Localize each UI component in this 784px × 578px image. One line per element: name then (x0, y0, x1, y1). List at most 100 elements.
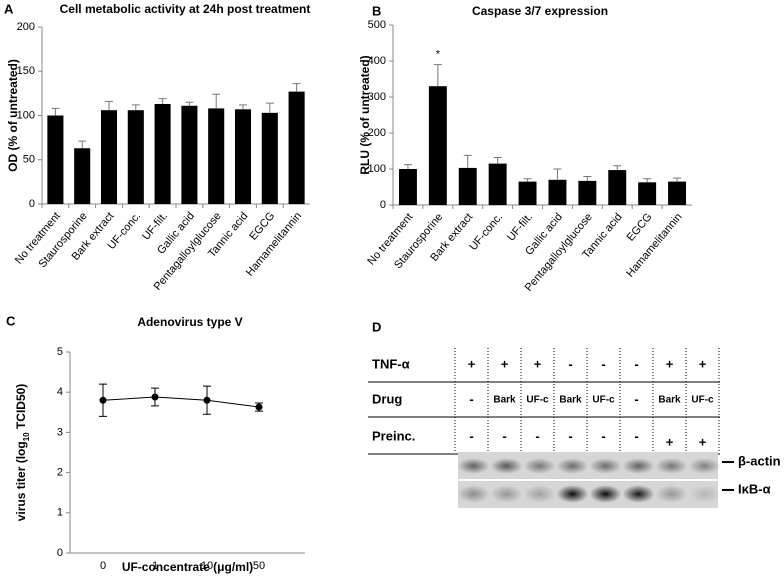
cell: + (666, 356, 674, 371)
chart-title: Caspase 3/7 expression (472, 4, 608, 18)
bar (668, 181, 687, 205)
error-bar (673, 177, 682, 182)
y-tick-label: 150 (17, 65, 35, 77)
blot-band (523, 458, 556, 474)
error-bar (292, 83, 301, 92)
panel-label: B (372, 3, 381, 18)
y-tick-label: 0 (380, 199, 386, 211)
bar (100, 110, 118, 204)
error-bar (493, 156, 502, 164)
y-tick-label: 2 (57, 467, 63, 479)
bar (154, 103, 171, 204)
blot-band (457, 485, 490, 503)
cell: Bark (559, 395, 582, 406)
cell: + (501, 356, 509, 371)
cell: - (568, 428, 572, 443)
band-label: β-actin (738, 453, 781, 468)
bar (261, 112, 278, 204)
panel-label: C (6, 313, 16, 328)
y-tick-label: 300 (368, 91, 386, 103)
blot-band (556, 485, 589, 503)
error-bar (583, 176, 592, 181)
cell: + (699, 434, 707, 449)
blot-band (622, 485, 655, 503)
bar (208, 108, 225, 204)
error-bar (212, 93, 221, 109)
bar (488, 163, 507, 205)
error-bar (523, 178, 532, 182)
y-tick-label: 4 (57, 386, 63, 398)
y-tick-label: 1 (57, 507, 63, 519)
cell: - (535, 428, 539, 443)
annotation: * (436, 49, 441, 61)
x-tick-label: Hamamelitannin (624, 211, 684, 280)
bar (181, 105, 198, 204)
y-axis-label: virus titer (log10 TCID50) (14, 384, 30, 522)
cell: UF-c (691, 395, 714, 406)
cell: - (469, 428, 473, 443)
chart-title: Cell metabolic activity at 24h post trea… (60, 2, 311, 16)
error-bar (553, 168, 562, 180)
bar (458, 167, 477, 205)
error-bar (433, 64, 442, 87)
y-axis-label: RLU (% of untreated) (358, 55, 372, 174)
blot-band (622, 458, 655, 474)
cell: - (634, 356, 638, 371)
x-tick-label: 50 (253, 560, 265, 572)
cell: - (634, 428, 638, 443)
panel-label: A (4, 1, 14, 16)
blot-band (490, 458, 523, 474)
y-tick-label: 200 (368, 127, 386, 139)
x-tick-label: EGCG (625, 211, 655, 244)
row-label: Drug (372, 391, 402, 406)
cell: - (469, 391, 473, 406)
chart-title: Adenovirus type V (137, 315, 242, 329)
cell: - (634, 391, 638, 406)
cell: - (568, 356, 572, 371)
y-tick-label: 0 (29, 198, 35, 210)
cell: UF-c (592, 395, 615, 406)
bar (398, 169, 417, 205)
x-tick-label: 10 (201, 560, 213, 572)
blot-band (655, 485, 688, 503)
cell: + (534, 356, 542, 371)
line (102, 396, 260, 408)
y-tick-label: 500 (368, 19, 386, 31)
cell: + (666, 434, 674, 449)
error-bar (643, 178, 652, 183)
blot-band (688, 485, 721, 503)
blot-band (457, 458, 490, 474)
bar (127, 110, 144, 204)
blot-band (490, 485, 523, 503)
bar (428, 86, 447, 205)
y-tick-label: 3 (57, 426, 63, 438)
error-bar (185, 101, 194, 106)
x-axis-label: UF-concentrate (μg/ml) (122, 560, 253, 574)
cell: - (601, 428, 605, 443)
error-bar (78, 140, 87, 149)
blot-band (589, 485, 622, 503)
blot-band (655, 458, 688, 474)
y-tick-label: 0 (57, 547, 63, 559)
bar (74, 148, 91, 204)
cell: - (601, 356, 605, 371)
marker (99, 396, 107, 404)
y-tick-label: 5 (57, 346, 63, 358)
cell: - (502, 428, 506, 443)
error-bar (265, 102, 274, 113)
error-bar (239, 104, 247, 110)
y-axis-label-part: TCID50) (14, 384, 28, 433)
cell: + (468, 356, 476, 371)
bar (518, 181, 537, 205)
bar (578, 180, 597, 205)
y-axis-label-part: virus titer (log (14, 441, 28, 521)
y-axis-label: OD (% of untreated) (6, 59, 20, 172)
bar (608, 170, 627, 205)
row-label: Preinc. (372, 428, 415, 443)
y-axis-label-part: 10 (22, 432, 31, 441)
x-tick-label: UF-filt. (505, 211, 535, 244)
y-tick-label: 200 (17, 21, 35, 33)
marker (255, 403, 263, 411)
panel-label: D (372, 319, 381, 334)
